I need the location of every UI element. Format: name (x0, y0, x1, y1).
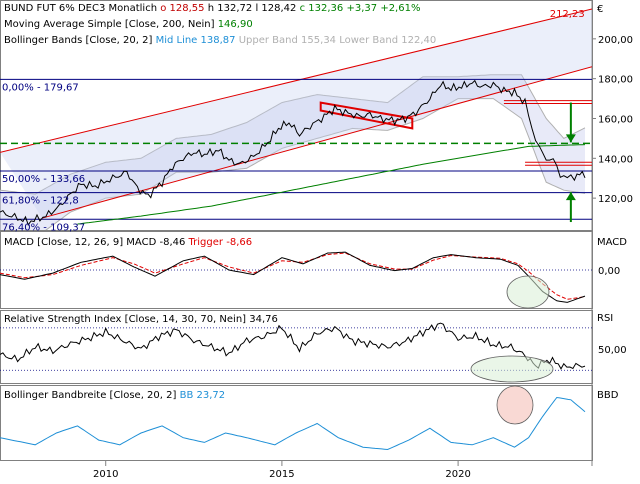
green-arrow-head (565, 134, 576, 143)
red-flag-pattern (319, 101, 414, 130)
macd-header: MACD [Close, 12, 26, 9] MACD -8,46 Trigg… (4, 237, 252, 248)
x-tick-label: 2010 (93, 469, 118, 480)
channel-value-label: 212,23 (550, 9, 585, 20)
close-value: 132,36 (308, 3, 343, 14)
price-header: BUND FUT 6% DEC3 Monatlich o 128,55 h 13… (4, 3, 436, 46)
y-tick-label: 120,00 (598, 194, 633, 205)
macd-tick-label: 0,00 (598, 266, 620, 277)
x-tick-label: 2020 (445, 469, 470, 480)
y-tick-label: 160,00 (598, 114, 633, 125)
open-value: 128,55 (170, 3, 205, 14)
bbw-header: Bollinger Bandbreite [Close, 20, 2] BB 2… (4, 390, 225, 401)
svg-text:BUND FUT 6% DEC3 Monatlich o: BUND FUT 6% DEC3 Monatlich o 128,55 h 13… (4, 3, 420, 14)
fib-level-label: 76,40% - 109,37 (2, 222, 85, 233)
low-value: 128,42 (261, 3, 296, 14)
currency-label: € (597, 4, 603, 15)
rsi-line (0, 322, 586, 370)
macd-pane-label: MACD (597, 237, 627, 248)
macd-value: -8,46 (159, 237, 185, 248)
period-label: Monatlich (109, 3, 158, 14)
price-line (0, 79, 586, 226)
lower-band-line (45, 98, 586, 230)
rsi-pane-label: RSI (597, 313, 613, 324)
ma-value: 146,90 (218, 19, 253, 30)
instrument-title: BUND FUT 6% DEC3 (4, 3, 105, 14)
rsi-header: Relative Strength Index [Close, 14, 30, … (4, 314, 278, 325)
macd-trigger-line (0, 252, 586, 300)
macd-trigger-value: -8,66 (226, 237, 252, 248)
x-tick-label: 2015 (269, 469, 294, 480)
y-tick-label: 200,00 (598, 35, 633, 46)
rsi-highlight-ellipse (470, 355, 554, 383)
rsi-tick-label: 50,00 (598, 345, 627, 356)
green-arrow-head (565, 192, 576, 201)
bollinger-band-area (0, 74, 585, 230)
trend-channel-fill (0, 9, 592, 219)
svg-text:Bollinger Bands [Close, 20, 2]: Bollinger Bands [Close, 20, 2] Mid Line … (4, 35, 436, 46)
macd-highlight-ellipse (506, 275, 550, 309)
macd-line (0, 251, 586, 303)
svg-text:Moving Average Simple [Close,: Moving Average Simple [Close, 200, Nein]… (4, 19, 253, 30)
trend-channel-upper (0, 8, 592, 153)
bbw-value: 23,72 (197, 390, 226, 401)
y-tick-label: 140,00 (598, 154, 633, 165)
y-tick-label: 180,00 (598, 75, 633, 86)
rsi-value: 34,76 (249, 314, 278, 325)
bbw-line (0, 396, 586, 451)
change-pct-value: +2,61% (380, 3, 420, 14)
bb-upper-value: 155,34 (301, 35, 336, 46)
bb-label: Bollinger Bands (4, 35, 82, 46)
change-value: +3,37 (346, 3, 377, 14)
bbw-highlight-ellipse (496, 385, 534, 425)
bb-mid-value: 138,87 (201, 35, 236, 46)
upper-band-line (0, 74, 586, 195)
fib-level-label: 50,00% - 133,66 (2, 174, 85, 185)
ma200-line (77, 144, 586, 225)
bb-lower-value: 122,40 (401, 35, 436, 46)
fib-level-label: 61,80% - 122,8 (2, 196, 79, 207)
ma-label: Moving Average Simple (4, 19, 122, 30)
bbw-pane-label: BBD (597, 390, 619, 401)
fib-level-label: 0,00% - 179,67 (2, 82, 79, 93)
high-value: 132,72 (217, 3, 252, 14)
